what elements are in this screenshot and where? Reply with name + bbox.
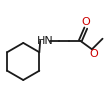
Text: O: O xyxy=(82,17,90,27)
Text: HN: HN xyxy=(37,36,53,46)
Text: O: O xyxy=(90,49,98,59)
